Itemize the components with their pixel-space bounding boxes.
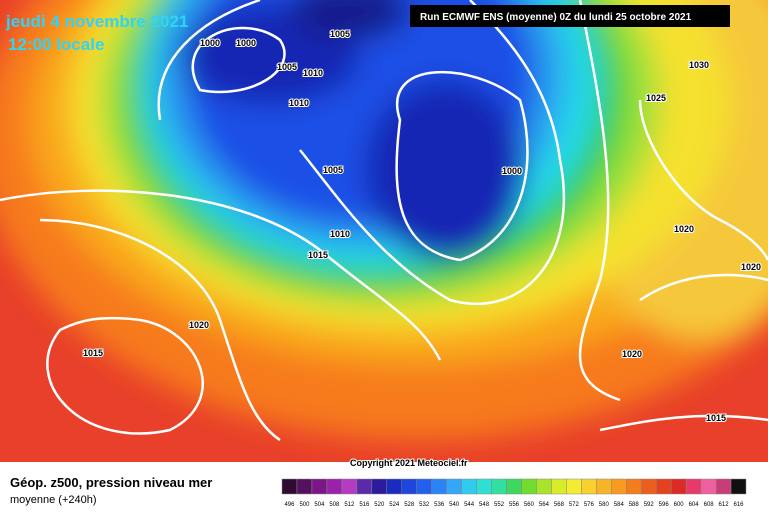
scale-swatch — [401, 478, 417, 495]
isobar-label: 1010 — [303, 68, 323, 78]
scale-swatch — [431, 478, 447, 495]
scale-label: 556 — [509, 502, 520, 508]
scale-label: 572 — [569, 502, 580, 508]
scale-swatch — [685, 478, 702, 495]
isobar-label: 1030 — [689, 60, 709, 70]
isobar-label: 1010 — [289, 98, 309, 108]
isobar-label: 1020 — [189, 320, 209, 330]
scale-swatch — [715, 478, 732, 495]
isobar-label: 1000 — [200, 38, 220, 48]
scale-label: 512 — [344, 502, 355, 508]
isobar-label: 1020 — [741, 262, 761, 272]
scale-swatch — [326, 478, 343, 495]
scale-label: 568 — [554, 502, 565, 508]
isobar-label: 1000 — [502, 166, 522, 176]
scale-swatch — [536, 478, 552, 495]
isobar-label: 1025 — [646, 93, 666, 103]
scale-swatch — [551, 478, 567, 495]
scale-label: 540 — [449, 502, 460, 508]
isobar-label: 1015 — [83, 348, 103, 358]
scale-swatch — [521, 478, 537, 495]
scale-swatch — [640, 478, 657, 495]
scale-label: 508 — [329, 502, 340, 508]
scale-swatch — [371, 478, 388, 495]
copyright: Copyright 2021 Meteociel.fr — [350, 458, 468, 468]
scale-swatch — [461, 478, 477, 495]
isobar-label: 1005 — [330, 29, 350, 39]
scale-label: 504 — [314, 502, 325, 508]
isobar-label: 1005 — [323, 165, 343, 175]
scale-label: 536 — [434, 502, 445, 508]
scale-label: 560 — [524, 502, 535, 508]
scale-label: 576 — [584, 502, 595, 508]
scale-label: 516 — [359, 502, 370, 508]
date: jeudi 4 novembre 2021 — [5, 12, 188, 31]
scale-swatch — [476, 478, 492, 495]
scale-swatch — [581, 478, 597, 495]
isobar-label: 1020 — [622, 349, 642, 359]
scale-swatch — [730, 478, 747, 495]
scale-label: 596 — [659, 502, 670, 508]
legend-subtitle: moyenne (+240h) — [10, 494, 97, 506]
scale-swatch — [626, 478, 642, 495]
field — [0, 0, 768, 462]
scale-label: 548 — [479, 502, 490, 508]
scale-swatch — [341, 478, 358, 495]
isobar-label: 1005 — [277, 62, 297, 72]
scale-label: 600 — [674, 502, 685, 508]
scale-swatch — [356, 478, 373, 495]
isobar-label: 1015 — [308, 250, 328, 260]
isobar-labels: 1000 1000 1005 1005 1010 1010 1005 1000 … — [82, 28, 762, 424]
scale-label: 580 — [599, 502, 610, 508]
scale-swatch — [386, 478, 402, 495]
scale-label: 604 — [689, 502, 700, 508]
scale-swatch — [311, 478, 328, 495]
scale-swatch — [700, 478, 717, 495]
isobar-label: 1020 — [674, 224, 694, 234]
isobars — [0, 0, 768, 442]
run-box — [410, 5, 730, 27]
scale-swatch — [566, 478, 582, 495]
scale-label: 612 — [719, 502, 730, 508]
scale-swatch — [670, 478, 687, 495]
scale-swatch — [281, 478, 298, 495]
isobar-label: 1000 — [236, 38, 256, 48]
time: 12:00 locale — [8, 35, 104, 54]
scale-label: 616 — [734, 502, 745, 508]
color-scale: 496 500 504 508 512 516 520 524 528 532 536 540 544 5… — [281, 478, 747, 508]
isobar-label: 1010 — [330, 229, 350, 239]
scale-label: 588 — [629, 502, 640, 508]
scale-swatch — [491, 478, 507, 495]
scale-swatch — [446, 478, 462, 495]
run-info: Run ECMWF ENS (moyenne) 0Z du lundi 25 o… — [420, 12, 692, 23]
scale-swatch — [416, 478, 432, 495]
isobar-label: 1015 — [706, 413, 726, 423]
scale-swatch — [655, 478, 672, 495]
scale-label: 544 — [464, 502, 475, 508]
scale-label: 532 — [419, 502, 430, 508]
scale-swatch — [611, 478, 627, 495]
scale-label: 552 — [494, 502, 505, 508]
scale-label: 524 — [389, 502, 400, 508]
scale-label: 584 — [614, 502, 625, 508]
scale-label: 496 — [284, 502, 295, 508]
scale-swatch — [596, 478, 612, 495]
scale-label: 592 — [644, 502, 655, 508]
scale-label: 528 — [404, 502, 415, 508]
legend-title: Géop. z500, pression niveau mer — [10, 475, 212, 490]
scale-label: 500 — [299, 502, 310, 508]
scale-label: 564 — [539, 502, 550, 508]
scale-label: 608 — [704, 502, 715, 508]
scale-swatch — [506, 478, 522, 495]
scale-label: 520 — [374, 502, 385, 508]
scale-swatch — [296, 478, 313, 495]
